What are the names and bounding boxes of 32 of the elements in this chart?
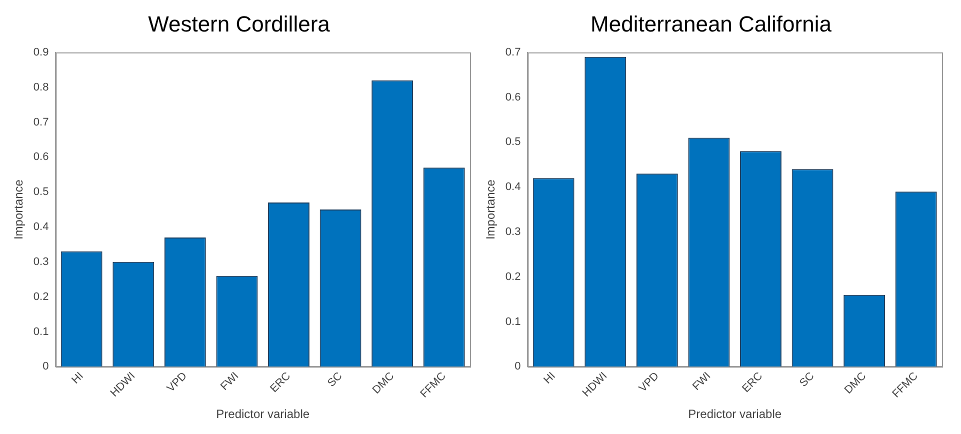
y-tick-label: 0.4: [33, 221, 49, 234]
x-tick-label: SC: [326, 370, 345, 390]
x-tick-label: HI: [70, 370, 86, 386]
y-tick-label: 0: [514, 360, 521, 373]
y-tick-label: 0.3: [33, 256, 49, 268]
y-axis-title: Importance: [484, 179, 498, 240]
y-tick-label: 0.8: [33, 81, 49, 94]
y-tick-label: 0.4: [505, 181, 521, 194]
y-tick-label: 0.9: [33, 46, 49, 58]
y-tick-label: 0.3: [505, 226, 521, 238]
y-tick-label: 0: [42, 360, 49, 373]
x-tick-label: VPD: [164, 370, 190, 395]
x-tick-label: VPD: [636, 370, 662, 395]
x-tick-label: FWI: [218, 370, 242, 393]
y-tick-label: 0.7: [33, 116, 49, 128]
y-tick-label: 0.5: [33, 186, 49, 198]
y-tick-label: 0.6: [505, 91, 521, 104]
x-axis-title: Predictor variable: [688, 407, 782, 422]
x-axis-title: Predictor variable: [216, 407, 310, 422]
x-tick-label: SC: [798, 370, 817, 390]
y-tick-label: 0.7: [505, 46, 521, 58]
y-axis-title: Importance: [12, 179, 26, 240]
y-tick-label: 0.5: [505, 136, 521, 148]
chart-title: Mediterranean California: [590, 11, 832, 36]
chart-title: Western Cordillera: [148, 11, 331, 36]
y-tick-label: 0.1: [33, 326, 49, 338]
y-tick-label: 0.6: [33, 151, 49, 164]
x-tick-label: HI: [542, 370, 558, 386]
y-tick-label: 0.2: [33, 290, 49, 303]
y-tick-label: 0.2: [505, 270, 521, 283]
y-tick-label: 0.1: [505, 316, 521, 328]
x-tick-label: FWI: [690, 370, 714, 393]
